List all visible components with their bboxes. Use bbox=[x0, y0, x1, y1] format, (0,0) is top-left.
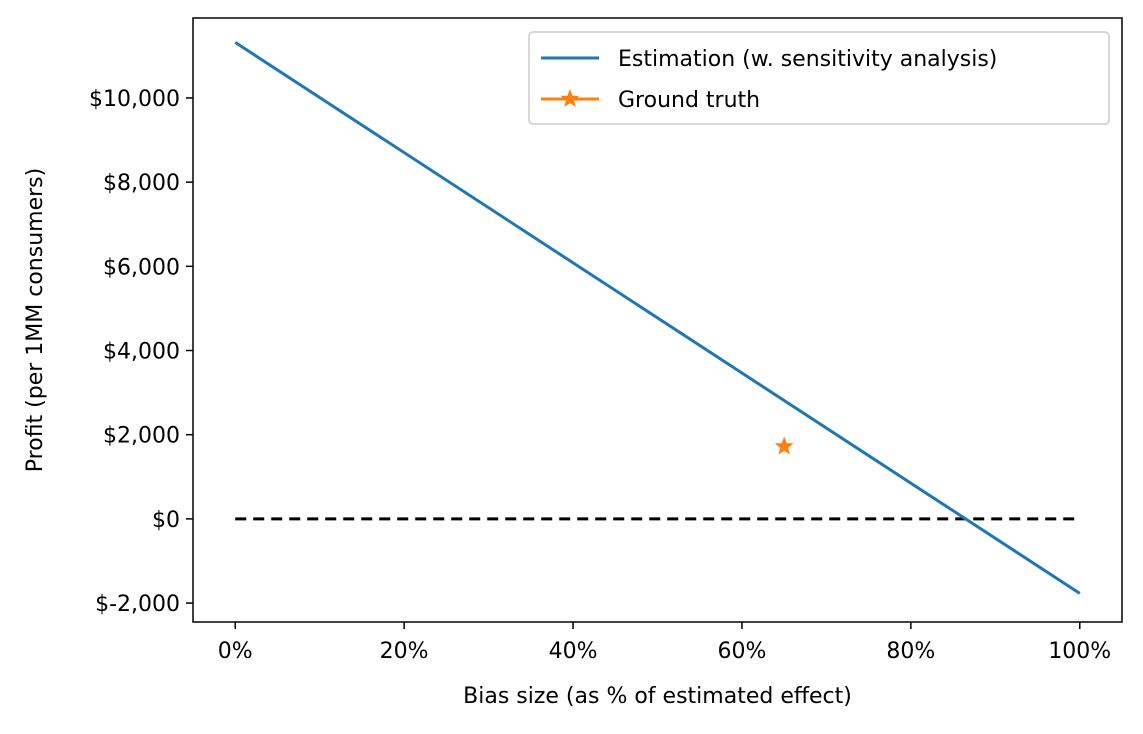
legend-box bbox=[528, 31, 1110, 125]
x-tick-label: 100% bbox=[1048, 639, 1111, 664]
y-tick-label: $10,000 bbox=[89, 87, 180, 112]
y-tick-label: $-2,000 bbox=[95, 592, 180, 617]
estimation-line bbox=[234, 41, 1081, 595]
y-tick-label: $2,000 bbox=[103, 424, 180, 449]
x-tick-label: 0% bbox=[218, 639, 253, 664]
legend-swatch-marker bbox=[560, 89, 580, 108]
plot-frame bbox=[192, 17, 1123, 623]
legend: Estimation (w. sensitivity analysis) Grou… bbox=[528, 31, 1110, 125]
x-axis-label: Bias size (as % of estimated effect) bbox=[463, 684, 852, 709]
chart-marks bbox=[234, 41, 1081, 595]
chart-ticks: 0% 20% 40% 60% 80% 100% $-2,000 $0 $2,000 $4,000 $… bbox=[89, 87, 1111, 664]
x-tick-label: 80% bbox=[886, 639, 935, 664]
y-tick-label: $8,000 bbox=[103, 171, 180, 196]
x-tick-label: 40% bbox=[549, 639, 598, 664]
x-tick-label: 60% bbox=[718, 639, 767, 664]
y-tick-label: $6,000 bbox=[103, 255, 180, 280]
ground-truth-marker bbox=[774, 436, 794, 455]
y-tick-label: $0 bbox=[152, 508, 180, 533]
legend-entry-label: Ground truth bbox=[618, 88, 760, 113]
y-tick-label: $4,000 bbox=[103, 340, 180, 365]
y-axis-label: Profit (per 1MM consumers) bbox=[23, 168, 48, 472]
legend-entry-label: Estimation (w. sensitivity analysis) bbox=[618, 47, 997, 72]
x-tick-label: 20% bbox=[380, 639, 429, 664]
